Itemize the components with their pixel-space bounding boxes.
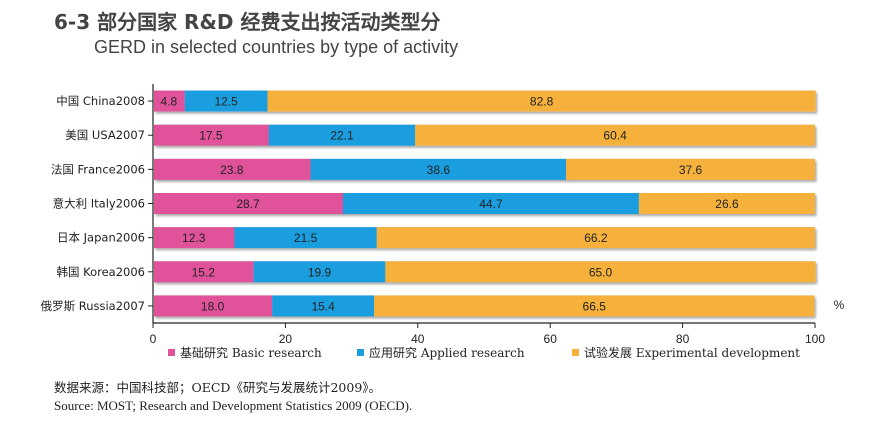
data-label: 19.9 — [308, 265, 332, 279]
x-tick-label: 80 — [676, 332, 690, 346]
chart-title-en: GERD in selected countries by type of ac… — [94, 37, 459, 57]
data-label: 66.2 — [584, 231, 608, 245]
category-label: 法国 France2006 — [51, 162, 145, 176]
category-label: 韩国 Korea2006 — [56, 265, 145, 279]
chart-legend: 基础研究 Basic research 应用研究 Applied research… — [168, 345, 800, 360]
bar-segment — [374, 295, 815, 317]
data-label: 12.5 — [214, 95, 238, 109]
data-label: 26.6 — [715, 197, 739, 211]
data-label: 82.8 — [530, 95, 554, 109]
x-axis-unit: % — [834, 298, 845, 312]
data-label: 38.6 — [427, 163, 451, 177]
x-tick-label: 40 — [411, 332, 425, 346]
chart-labels: 中国 China2008 4.8 12.5 82.8 美国 USA2007 17.5 22.… — [41, 94, 739, 313]
data-label: 12.3 — [182, 231, 206, 245]
category-label: 意大利 Italy2006 — [53, 197, 145, 211]
chart-axes: 0 20 40 60 80 100% — [148, 84, 845, 346]
bar-segment — [376, 227, 815, 249]
bar-segment — [154, 90, 185, 112]
bar-segment — [184, 90, 268, 112]
bar-segment — [154, 158, 311, 180]
data-label: 15.4 — [311, 299, 335, 313]
data-label: 28.7 — [236, 197, 260, 211]
bar-segment — [154, 193, 343, 214]
data-label: 4.8 — [161, 95, 178, 109]
data-label: 44.7 — [479, 197, 503, 211]
category-label: 日本 Japan2006 — [57, 231, 145, 245]
bar-segment — [638, 193, 815, 214]
chart-bars — [154, 90, 816, 317]
data-label: 22.1 — [330, 129, 354, 143]
data-label: 21.5 — [294, 231, 318, 245]
legend-swatch — [572, 349, 579, 356]
source-note-en: Source: MOST; Research and Development S… — [54, 398, 413, 413]
bar-segment — [272, 295, 375, 317]
x-tick-label: 20 — [279, 332, 293, 346]
bar-segment — [385, 261, 816, 283]
legend-swatch — [357, 349, 364, 356]
bar-segment — [154, 295, 273, 317]
chart-title-zh: 6-3 部分国家 R&D 经费支出按活动类型分 — [54, 10, 441, 34]
bar-segment — [154, 227, 235, 249]
bar-segment — [415, 124, 815, 146]
bar-segment — [267, 90, 816, 112]
legend-swatch — [168, 349, 175, 356]
data-label: 66.5 — [583, 299, 607, 313]
data-label: 65.0 — [589, 265, 613, 279]
data-label: 37.6 — [679, 163, 703, 177]
bar-segment — [154, 124, 269, 146]
bar-segment — [310, 158, 567, 180]
x-tick-label: 0 — [150, 332, 157, 346]
x-tick-label: 60 — [544, 332, 558, 346]
x-tick-label: 100 — [805, 332, 825, 346]
source-note-zh: 数据来源：中国科技部；OECD《研究与发展统计2009》。 — [54, 380, 382, 395]
legend-label: 基础研究 Basic research — [180, 345, 322, 360]
category-label: 中国 China2008 — [56, 94, 145, 108]
category-label: 美国 USA2007 — [65, 128, 145, 142]
category-label: 俄罗斯 Russia2007 — [41, 299, 145, 313]
data-label: 15.2 — [192, 265, 216, 279]
data-label: 23.8 — [220, 163, 244, 177]
data-label: 18.0 — [201, 299, 225, 313]
data-label: 60.4 — [603, 129, 627, 143]
stacked-bar-chart: 0 20 40 60 80 100% 中国 China2008 4.8 12.5 82.8 美国 … — [41, 84, 845, 360]
data-label: 17.5 — [199, 129, 223, 143]
bar-segment — [234, 227, 377, 249]
bar-segment — [253, 261, 386, 283]
bar-segment — [154, 261, 254, 283]
legend-label: 试验发展 Experimental development — [584, 345, 800, 360]
bar-segment — [342, 193, 639, 214]
bar-segment — [268, 124, 416, 146]
legend-label: 应用研究 Applied research — [369, 345, 525, 360]
bar-segment — [566, 158, 815, 180]
